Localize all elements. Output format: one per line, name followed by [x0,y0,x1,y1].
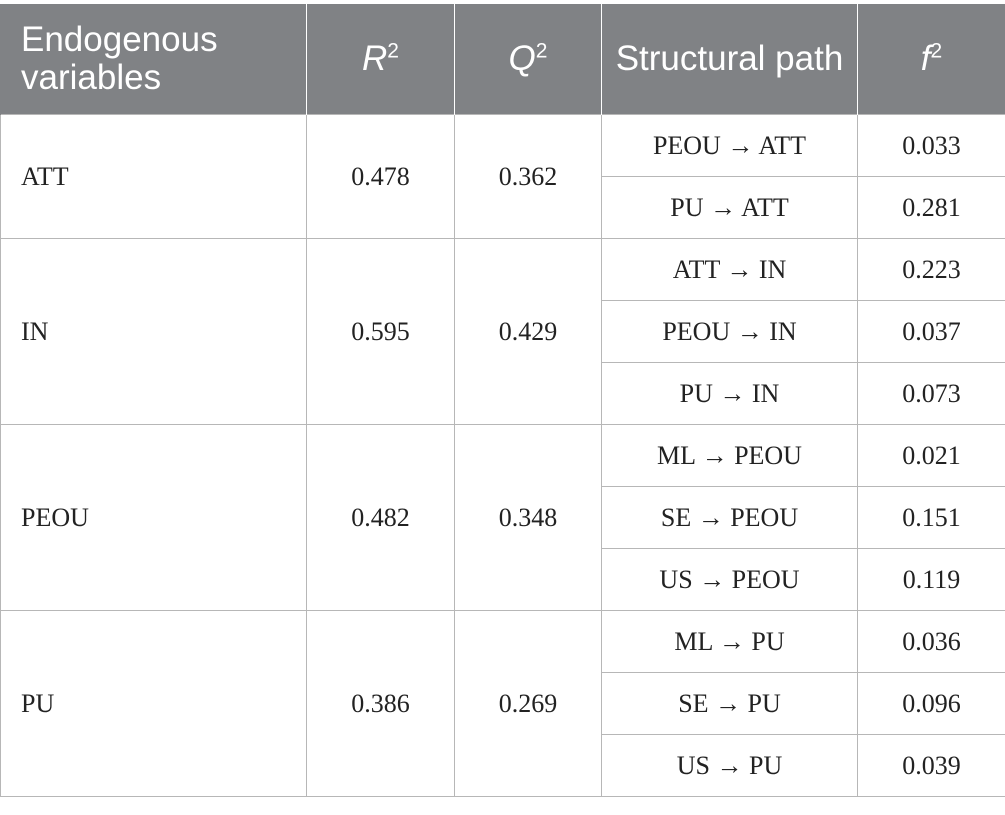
f2-cell: 0.039 [857,734,1005,797]
f2-cell: 0.073 [857,362,1005,425]
r2-cell: 0.595 [306,238,455,425]
variable-cell: PEOU [0,424,307,611]
header-r2: R2 [306,4,455,115]
path-cell: PU → ATT [601,176,858,239]
path-cell: PU → IN [601,362,858,425]
path-cell: ML → PEOU [601,424,858,487]
table-row: ATT 0.478 0.362 PEOU → ATT 0.033 [0,114,1005,239]
variable-cell: PU [0,610,307,797]
f2-cell: 0.036 [857,610,1005,673]
f2-cell: 0.151 [857,486,1005,549]
header-f2-sup: 2 [930,39,943,63]
f2-cell: 0.281 [857,176,1005,239]
results-table: Endogenous variables R2 Q2 Structural pa… [0,4,1005,797]
variable-cell: ATT [0,114,307,239]
table-row: SE → PU 0.096 [1,672,1005,735]
table-row: US → PU 0.039 [1,734,1005,797]
header-q2-base: Q [508,39,536,78]
path-cell: SE → PU [601,672,858,735]
path-cell: PEOU → IN [601,300,858,363]
path-cell: PEOU → ATT [601,114,858,177]
path-cell: SE → PEOU [601,486,858,549]
path-cell: US → PU [601,734,858,797]
header-q2-sup: 2 [535,39,548,63]
header-f2-base: f [920,39,931,78]
f2-cell: 0.033 [857,114,1005,177]
header-endogenous-variables: Endogenous variables [0,4,307,115]
header-r2-base: R [362,39,388,78]
q2-cell: 0.348 [454,424,602,611]
f2-cell: 0.037 [857,300,1005,363]
header-row: Endogenous variables R2 Q2 Structural pa… [0,4,1005,115]
f2-cell: 0.096 [857,672,1005,735]
header-r2-sup: 2 [387,39,399,63]
table-row: PU 0.386 0.269 ML → PU 0.036 [0,610,1005,797]
q2-cell: 0.429 [454,238,602,425]
q2-cell: 0.269 [454,610,602,797]
table-row: PEOU 0.482 0.348 ML → PEOU 0.021 [0,424,1005,611]
r2-cell: 0.482 [306,424,455,611]
f2-cell: 0.119 [857,548,1005,611]
variable-cell: IN [0,238,307,425]
table-row: US → PEOU 0.119 [1,548,1005,611]
table-row: IN 0.595 0.429 ATT → IN 0.223 [0,238,1005,425]
header-q2: Q2 [454,4,602,115]
table-row: PU → ATT 0.281 [1,176,1005,239]
q2-cell: 0.362 [454,114,602,239]
f2-cell: 0.021 [857,424,1005,487]
r2-cell: 0.478 [306,114,455,239]
f2-cell: 0.223 [857,238,1005,301]
header-structural-path: Structural path [601,4,858,115]
r2-cell: 0.386 [306,610,455,797]
path-cell: ML → PU [601,610,858,673]
path-cell: ATT → IN [601,238,858,301]
path-cell: US → PEOU [601,548,858,611]
header-f2: f2 [857,4,1005,115]
